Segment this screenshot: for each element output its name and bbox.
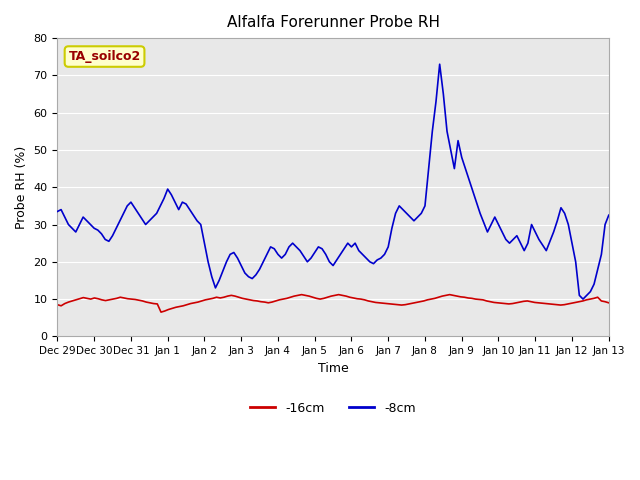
X-axis label: Time: Time <box>317 361 348 375</box>
Y-axis label: Probe RH (%): Probe RH (%) <box>15 145 28 229</box>
Title: Alfalfa Forerunner Probe RH: Alfalfa Forerunner Probe RH <box>227 15 440 30</box>
Text: TA_soilco2: TA_soilco2 <box>68 50 141 63</box>
Legend: -16cm, -8cm: -16cm, -8cm <box>245 396 421 420</box>
